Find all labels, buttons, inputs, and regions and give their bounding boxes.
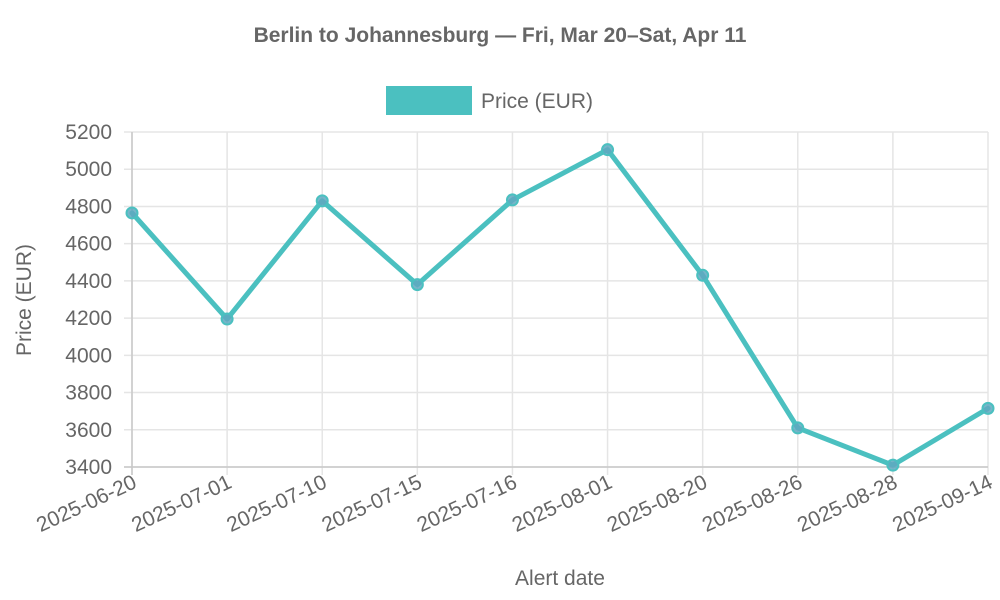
y-tick-label: 4600 xyxy=(65,233,112,256)
x-tick-label: 2025-08-20 xyxy=(604,471,711,537)
y-tick-label: 4800 xyxy=(65,195,112,218)
x-tick-label: 2025-06-20 xyxy=(33,471,140,537)
data-point[interactable] xyxy=(886,458,900,472)
price-series-line xyxy=(129,147,991,468)
x-tick-label: 2025-08-01 xyxy=(509,471,616,537)
x-axis-ticks: 2025-06-202025-07-012025-07-102025-07-15… xyxy=(33,471,996,537)
legend[interactable]: Price (EUR) xyxy=(386,86,593,115)
data-point[interactable] xyxy=(601,143,615,157)
x-tick-label: 2025-07-16 xyxy=(413,471,520,537)
y-tick-label: 4000 xyxy=(65,344,112,367)
legend-swatch xyxy=(386,86,472,115)
legend-label: Price (EUR) xyxy=(481,90,593,113)
y-axis-title: Price (EUR) xyxy=(13,244,36,356)
x-tick-label: 2025-07-01 xyxy=(128,471,235,537)
x-tick-label: 2025-07-10 xyxy=(223,471,330,537)
x-tick-label: 2025-08-28 xyxy=(794,471,901,537)
data-point[interactable] xyxy=(410,278,424,292)
x-tick-label: 2025-07-15 xyxy=(318,471,425,537)
x-tick-label: 2025-08-26 xyxy=(699,471,806,537)
x-axis-title: Alert date xyxy=(515,567,605,590)
y-tick-label: 4400 xyxy=(65,270,112,293)
y-tick-label: 3800 xyxy=(65,382,112,405)
y-tick-label: 5000 xyxy=(65,158,112,181)
x-tick-label: 2025-09-14 xyxy=(889,471,996,537)
data-point[interactable] xyxy=(791,421,805,435)
data-point[interactable] xyxy=(696,268,710,282)
y-tick-label: 5200 xyxy=(65,121,112,144)
price-series-points xyxy=(125,143,995,472)
y-tick-label: 4200 xyxy=(65,307,112,330)
data-point[interactable] xyxy=(315,194,329,208)
x-gridlines xyxy=(131,132,989,475)
data-point[interactable] xyxy=(125,206,139,220)
data-point[interactable] xyxy=(981,401,995,415)
data-point[interactable] xyxy=(220,312,234,326)
y-tick-label: 3600 xyxy=(65,419,112,442)
chart-title: Berlin to Johannesburg — Fri, Mar 20–Sat… xyxy=(254,24,747,47)
data-point[interactable] xyxy=(505,193,519,207)
y-tick-label: 3400 xyxy=(65,456,112,479)
y-axis-ticks: 3400 3600 3800 4000 4200 4400 4600 4800 5000 5200 xyxy=(65,121,112,479)
y-gridlines xyxy=(124,131,988,468)
